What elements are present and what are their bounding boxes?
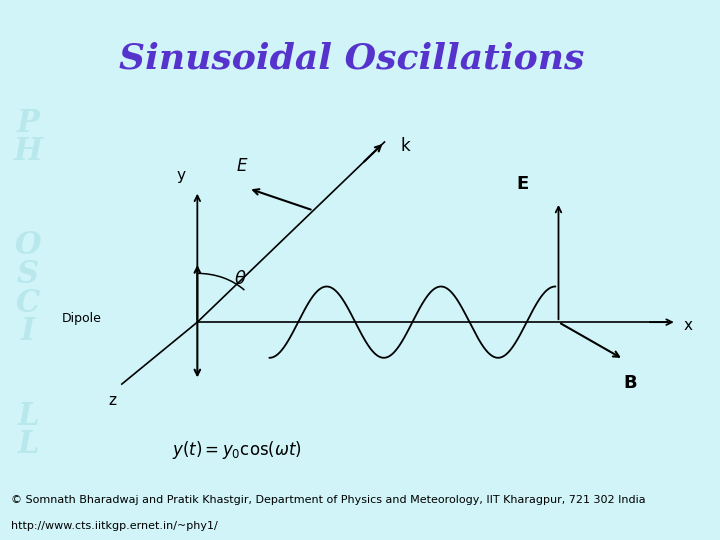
Text: Sinusoidal Oscillations: Sinusoidal Oscillations (119, 42, 585, 76)
Text: E: E (516, 174, 528, 193)
Text: L
L: L L (17, 401, 39, 461)
Text: B: B (624, 374, 637, 393)
Text: http://www.cts.iitkgp.ernet.in/~phy1/: http://www.cts.iitkgp.ernet.in/~phy1/ (11, 521, 217, 531)
Text: E: E (237, 157, 247, 176)
Text: k: k (401, 137, 410, 155)
Text: O
S
C
I: O S C I (15, 231, 41, 347)
Text: © Somnath Bharadwaj and Pratik Khastgir, Department of Physics and Meteorology, : © Somnath Bharadwaj and Pratik Khastgir,… (11, 495, 645, 505)
Text: x: x (683, 319, 692, 333)
Text: z: z (108, 394, 116, 408)
Text: y: y (176, 168, 186, 183)
Text: $y(t) = y_0 \cos(\omega t)$: $y(t) = y_0 \cos(\omega t)$ (172, 439, 302, 461)
Text: $\theta$: $\theta$ (234, 270, 246, 288)
Text: Dipole: Dipole (62, 312, 102, 325)
Text: P
H: P H (14, 108, 42, 167)
